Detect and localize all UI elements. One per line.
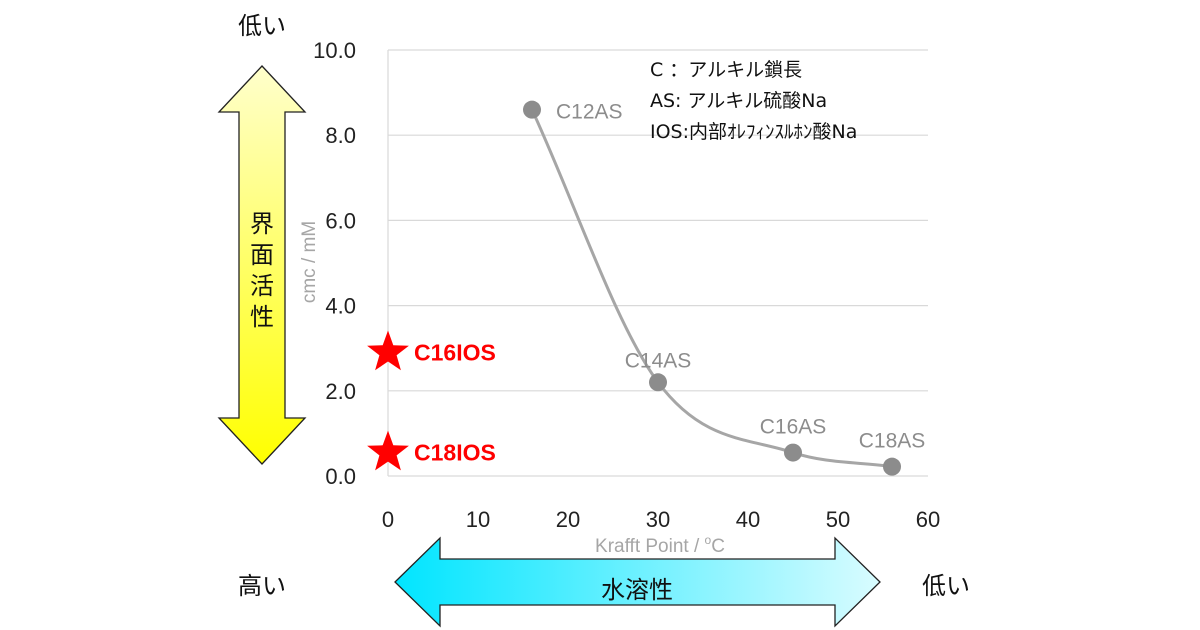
y-tick-label: 8.0: [325, 123, 356, 148]
legend-line: IOS:内部ｵﾚﾌｨﾝｽﾙﾎﾝ酸Na: [650, 121, 857, 143]
y-tick-label: 0.0: [325, 464, 356, 489]
legend-line: C ：アルキル鎖長: [650, 59, 802, 81]
x-tick-label: 0: [382, 507, 394, 532]
y-tick-label: 10.0: [313, 38, 356, 63]
x-tick-label: 50: [826, 507, 850, 532]
x-tick-label: 10: [466, 507, 490, 532]
series-points: C12AS C14AS C16AS C18AS: [523, 100, 926, 476]
y-axis-title: cmc / mM: [299, 221, 320, 303]
water-solubility-label: 水溶性: [601, 576, 673, 604]
data-point-c16as: [784, 443, 802, 462]
surface-activity-char: 面: [250, 241, 274, 269]
legend: C ：アルキル鎖長 AS: アルキル硫酸Na IOS:内部ｵﾚﾌｨﾝｽﾙﾎﾝ酸Na: [650, 59, 857, 143]
x-tick-label: 30: [646, 507, 670, 532]
star-label-c16ios: C16IOS: [414, 339, 496, 365]
series-trend-line: [530, 109, 893, 469]
x-axis-ticks: 0 10 20 30 40 50 60: [382, 507, 940, 532]
point-label-c16as: C16AS: [760, 416, 827, 439]
star-label-c18ios: C18IOS: [414, 440, 496, 466]
y-axis-ticks: 0.0 2.0 4.0 6.0 8.0 10.0: [313, 38, 356, 489]
bottom-high-label: 高い: [238, 572, 286, 600]
point-label-c12as: C12AS: [556, 101, 623, 124]
x-axis-title: Krafft Point / oC: [595, 533, 725, 557]
y-tick-label: 4.0: [325, 294, 356, 319]
x-tick-label: 40: [736, 507, 760, 532]
water-solubility-arrow: [394, 536, 881, 628]
legend-line: AS: アルキル硫酸Na: [650, 90, 827, 112]
x-tick-label: 20: [556, 507, 580, 532]
top-low-label: 低い: [238, 12, 286, 40]
x-tick-label: 60: [916, 507, 940, 532]
data-point-c18as: [883, 457, 901, 476]
gridlines: [387, 49, 928, 477]
point-label-c14as: C14AS: [625, 349, 692, 372]
star-marker-c16ios: [367, 330, 409, 371]
surface-activity-char: 性: [250, 303, 274, 331]
y-tick-label: 6.0: [325, 208, 356, 233]
highlighted-points: C16IOS C18IOS: [367, 330, 496, 471]
data-point-c12as: [523, 100, 541, 119]
y-tick-label: 2.0: [325, 379, 356, 404]
star-marker-c18ios: [367, 430, 409, 471]
right-low-label: 低い: [922, 572, 970, 600]
point-label-c18as: C18AS: [859, 430, 926, 453]
data-point-c14as: [649, 373, 667, 392]
surface-activity-arrow: [217, 65, 307, 465]
surface-activity-char: 活: [250, 272, 274, 300]
surface-activity-char: 界: [250, 210, 274, 238]
